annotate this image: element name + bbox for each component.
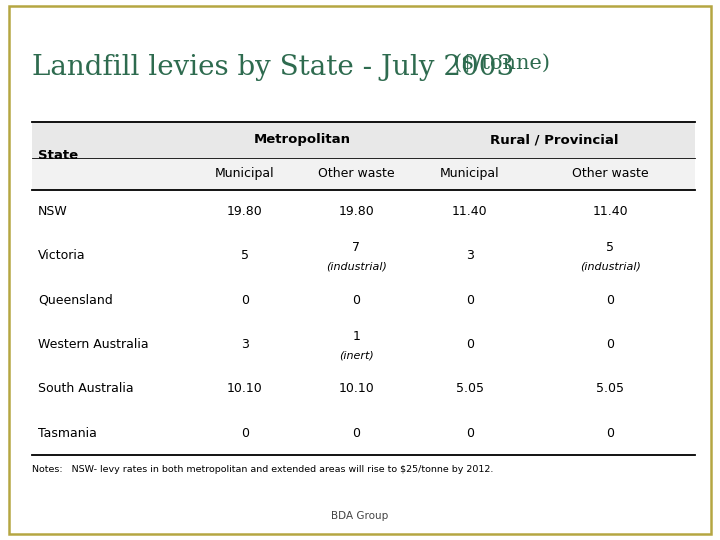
Text: Landfill levies by State - July 2003: Landfill levies by State - July 2003 (32, 54, 523, 81)
Text: Rural / Provincial: Rural / Provincial (490, 133, 618, 146)
Bar (32, 158, 695, 190)
Text: ($/tonne): ($/tonne) (454, 54, 551, 73)
Text: Tasmania: Tasmania (38, 427, 97, 440)
Text: 11.40: 11.40 (593, 205, 628, 218)
Text: 0: 0 (352, 294, 361, 307)
Text: Notes:   NSW- levy rates in both metropolitan and extended areas will rise to $2: Notes: NSW- levy rates in both metropoli… (32, 465, 494, 474)
Text: Other waste: Other waste (572, 167, 649, 180)
Text: 0: 0 (352, 427, 361, 440)
Text: Victoria: Victoria (38, 249, 86, 262)
Text: Queensland: Queensland (38, 294, 113, 307)
Text: 0: 0 (466, 427, 474, 440)
Text: Other waste: Other waste (318, 167, 395, 180)
Text: 11.40: 11.40 (452, 205, 487, 218)
Text: 19.80: 19.80 (338, 205, 374, 218)
Text: Municipal: Municipal (440, 167, 500, 180)
Text: 3: 3 (466, 249, 474, 262)
Text: (industrial): (industrial) (326, 262, 387, 272)
Text: 0: 0 (466, 338, 474, 351)
Text: 5: 5 (240, 249, 249, 262)
Text: (industrial): (industrial) (580, 262, 641, 272)
Text: Western Australia: Western Australia (38, 338, 149, 351)
Text: BDA Group: BDA Group (331, 511, 389, 521)
Text: 19.80: 19.80 (227, 205, 263, 218)
Text: Municipal: Municipal (215, 167, 274, 180)
Text: 0: 0 (606, 427, 614, 440)
Text: 10.10: 10.10 (227, 382, 263, 395)
Text: (inert): (inert) (339, 350, 374, 360)
Text: 1: 1 (353, 330, 360, 343)
Text: South Australia: South Australia (38, 382, 134, 395)
Text: 10.10: 10.10 (338, 382, 374, 395)
Text: 5: 5 (606, 241, 614, 254)
Text: 0: 0 (240, 427, 249, 440)
Text: 0: 0 (606, 294, 614, 307)
Text: 5.05: 5.05 (596, 382, 624, 395)
Text: Metropolitan: Metropolitan (254, 133, 351, 146)
Text: 0: 0 (466, 294, 474, 307)
Text: 5.05: 5.05 (456, 382, 484, 395)
Bar (32, 122, 695, 158)
Text: 0: 0 (240, 294, 249, 307)
Text: 3: 3 (241, 338, 248, 351)
Text: 7: 7 (352, 241, 361, 254)
Text: NSW: NSW (38, 205, 68, 218)
Text: 0: 0 (606, 338, 614, 351)
Text: State: State (38, 149, 78, 162)
